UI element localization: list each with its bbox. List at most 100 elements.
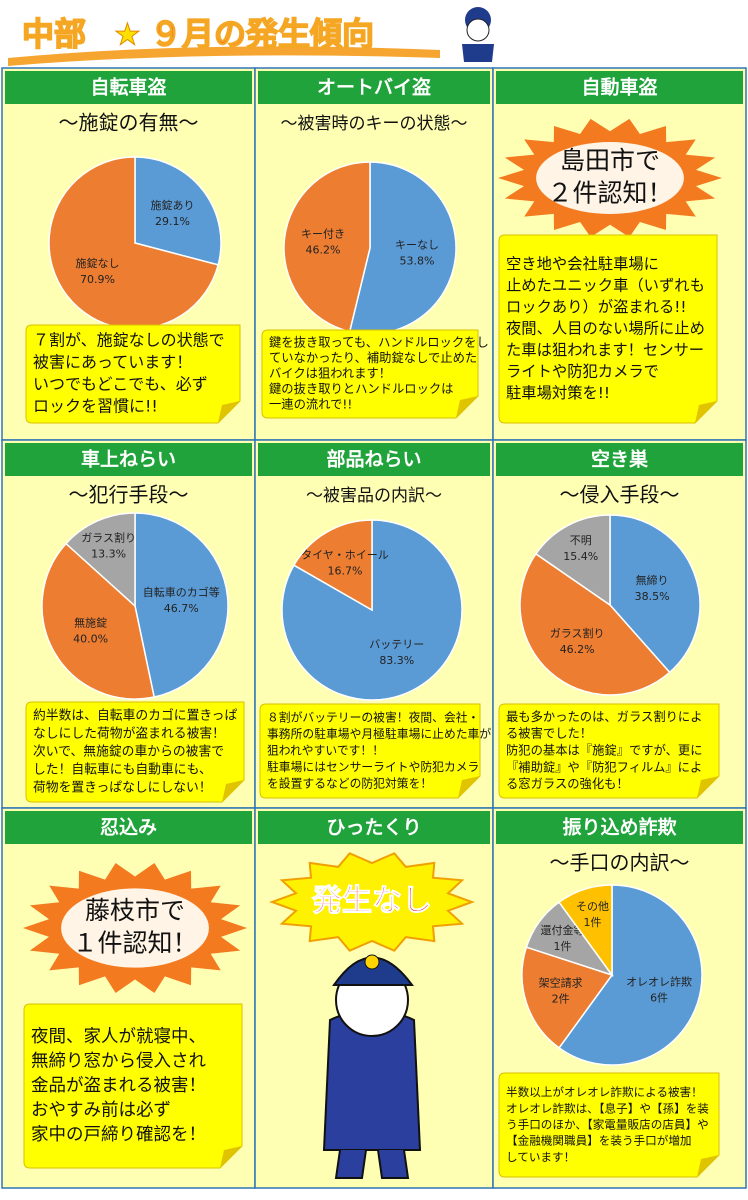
- panel: オートバイ盗 ～被害時のキーの状態～ キーなし 53.8% キー付き 46.2% 鍵を抜き取…: [254, 67, 494, 441]
- mascot-badge: [364, 954, 380, 970]
- pie-label: キーなし: [395, 239, 439, 252]
- pie-value-label: 40.0%: [73, 632, 108, 645]
- pie-label: 自転車のカゴ等: [143, 585, 220, 599]
- pie-label: バッテリー: [369, 638, 424, 651]
- pie-label: ガラス割り: [81, 531, 136, 545]
- panel-subtitle: ～手口の内訳～: [550, 851, 690, 875]
- note-text: 約半数は、自転車のカゴに置きっぱ: [33, 708, 237, 724]
- note-text: ７割が、施錠なしの状態で: [33, 331, 225, 350]
- note-text: おやすみ前は必ず: [31, 1101, 171, 1121]
- note-text: ロックあり）が盗まれる!!: [506, 298, 687, 316]
- pie-slice: [134, 512, 229, 698]
- pie-slice: [519, 552, 671, 696]
- pie-label: 不明: [570, 534, 592, 547]
- pie-label: 架空請求: [539, 976, 583, 990]
- panel-title-bar: [258, 811, 490, 844]
- note-text: しています！: [506, 1150, 575, 1164]
- mascot-legs: [334, 1149, 410, 1179]
- panel-subtitle: ～被害品の内訳～: [306, 486, 442, 506]
- pie-label: キー付き: [301, 227, 345, 240]
- note-box: [259, 703, 481, 799]
- panel-title: 空き巣: [591, 448, 649, 471]
- pie-label: 還付金等: [540, 923, 584, 937]
- note-text: ８割がバッテリーの被害！夜間、会社・: [267, 710, 479, 724]
- note-box: [261, 329, 479, 419]
- burst-center: [61, 888, 209, 968]
- note-text: う手口のほか、【家電量販店の店員】や: [506, 1118, 709, 1132]
- note-text: 『補助錠』や『防犯フィルム』によ: [506, 759, 702, 774]
- note-text: 無締り窓から侵入され: [31, 1052, 206, 1072]
- burst-text: 発生なし: [311, 884, 432, 919]
- note-text: ライトや防犯カメラで: [506, 362, 659, 380]
- note-fold: [220, 1146, 242, 1168]
- panel-title: 忍込み: [100, 817, 157, 839]
- note-text: 鍵を抜き取っても、ハンドルロックをし: [269, 334, 489, 349]
- pie-value-label: 46.7%: [164, 602, 199, 615]
- burst-center: [536, 142, 684, 214]
- note-fold: [456, 396, 478, 418]
- panel: 空き巣 ～侵入手段～ 無締り 38.5% ガラス割り 46.2% 不明 15.4% 最も多かった…: [492, 439, 747, 809]
- pie-value-label: 1件: [553, 940, 571, 953]
- panel-title: 部品ねらい: [326, 448, 421, 471]
- pie-value-label: 46.2%: [560, 643, 595, 656]
- note-box: [23, 1003, 243, 1169]
- pie-slice: [558, 884, 703, 1066]
- pie-value-label: 29.1%: [155, 215, 190, 228]
- note-text: 半数以上がオレオレ詐欺による被害！: [506, 1085, 703, 1099]
- note-fold: [697, 1155, 719, 1177]
- panel: 車上ねらい ～犯行手段～ 自転車のカゴ等 46.7% 無施錠 40.0% ガラス割り 13.3…: [1, 439, 256, 809]
- pie-slice: [609, 514, 701, 674]
- note-text: 夜間、家人が就寝中、: [31, 1027, 206, 1047]
- pie-slice: [48, 156, 220, 330]
- note-text: 【金融機関職員】を装う手口が増加: [506, 1134, 692, 1148]
- pie-slice: [521, 946, 614, 1049]
- note-box: [498, 703, 720, 799]
- panel-title-bar: [258, 71, 490, 104]
- pie-label: 施錠あり: [150, 198, 194, 212]
- panel-title-bar: [496, 71, 743, 104]
- note-text: なしにした荷物が盗まれる被害！: [33, 726, 225, 742]
- panel-title: 車上ねらい: [81, 448, 176, 471]
- panel-title-bar: [258, 443, 490, 476]
- panel-title: 自動車盗: [581, 76, 657, 99]
- burst-text: １件認知！: [72, 928, 197, 957]
- note-text: 止めたユニック車（いずれも: [506, 277, 705, 295]
- pie-slice: [283, 161, 371, 333]
- pie-label: 施錠なし: [76, 256, 120, 270]
- header-title-part: 中部: [22, 15, 86, 53]
- panel-title-bar: [5, 71, 252, 104]
- note-text: る被害でした！: [506, 726, 592, 741]
- note-text: バイクは狙われます！: [269, 367, 391, 381]
- pie-slice: [41, 542, 156, 700]
- note-text: る窓ガラスの強化も！: [506, 776, 629, 791]
- note-fold: [458, 776, 480, 798]
- note-text: 駐車場にはセンサーライトや防犯カメラ: [267, 760, 479, 774]
- panel-title: オートバイ盗: [317, 76, 431, 99]
- note-box: [25, 324, 241, 424]
- note-text: 一連の流れで!!: [269, 398, 352, 412]
- note-text: オレオレ詐欺は、【息子】や【孫】を装: [506, 1101, 709, 1115]
- pie-value-label: 13.3%: [91, 548, 126, 561]
- panel: 部品ねらい ～被害品の内訳～ バッテリー 83.3% タイヤ・ホイール 16.7% ８割がバ…: [254, 439, 494, 809]
- note-text: 次いで、無施錠の車からの被害で: [33, 744, 224, 760]
- panel-grid: 自転車盗 ～施錠の有無～ 施錠あり 29.1% 施錠なし 70.9% ７割が、施錠なしの状態…: [1, 67, 747, 1189]
- panel-subtitle: ～被害時のキーの状態～: [281, 114, 468, 134]
- pie-value-label: 38.5%: [635, 590, 670, 603]
- note-text: いつでもどこでも、必ず: [33, 375, 208, 394]
- pie-value-label: 16.7%: [327, 564, 362, 577]
- mascot: [322, 954, 422, 1179]
- note-text: 荷物を置きっぱなしにしない！: [33, 780, 212, 795]
- panel: 振り込め詐欺～手口の内訳～オレオレ詐欺6件架空請求2件還付金等1件その他1件半数…: [492, 807, 747, 1189]
- note-text: 防犯の基本は『施錠』ですが、更に: [506, 743, 703, 758]
- header-title-part: ９月の発生傾向: [150, 15, 374, 53]
- pie-value-label: 15.4%: [563, 550, 598, 563]
- pie-slice: [558, 884, 613, 978]
- panel-title: 自転車盗: [90, 76, 166, 99]
- note-text: 家中の戸締り確認を！: [31, 1125, 206, 1145]
- note-text: 鍵の抜き取りとハンドルロックは: [269, 381, 453, 396]
- pie-slice: [64, 512, 136, 608]
- burst-text: ２件認知！: [547, 178, 672, 207]
- burst-text: 藤枝市で: [85, 896, 185, 925]
- pie-value-label: 53.8%: [399, 255, 434, 268]
